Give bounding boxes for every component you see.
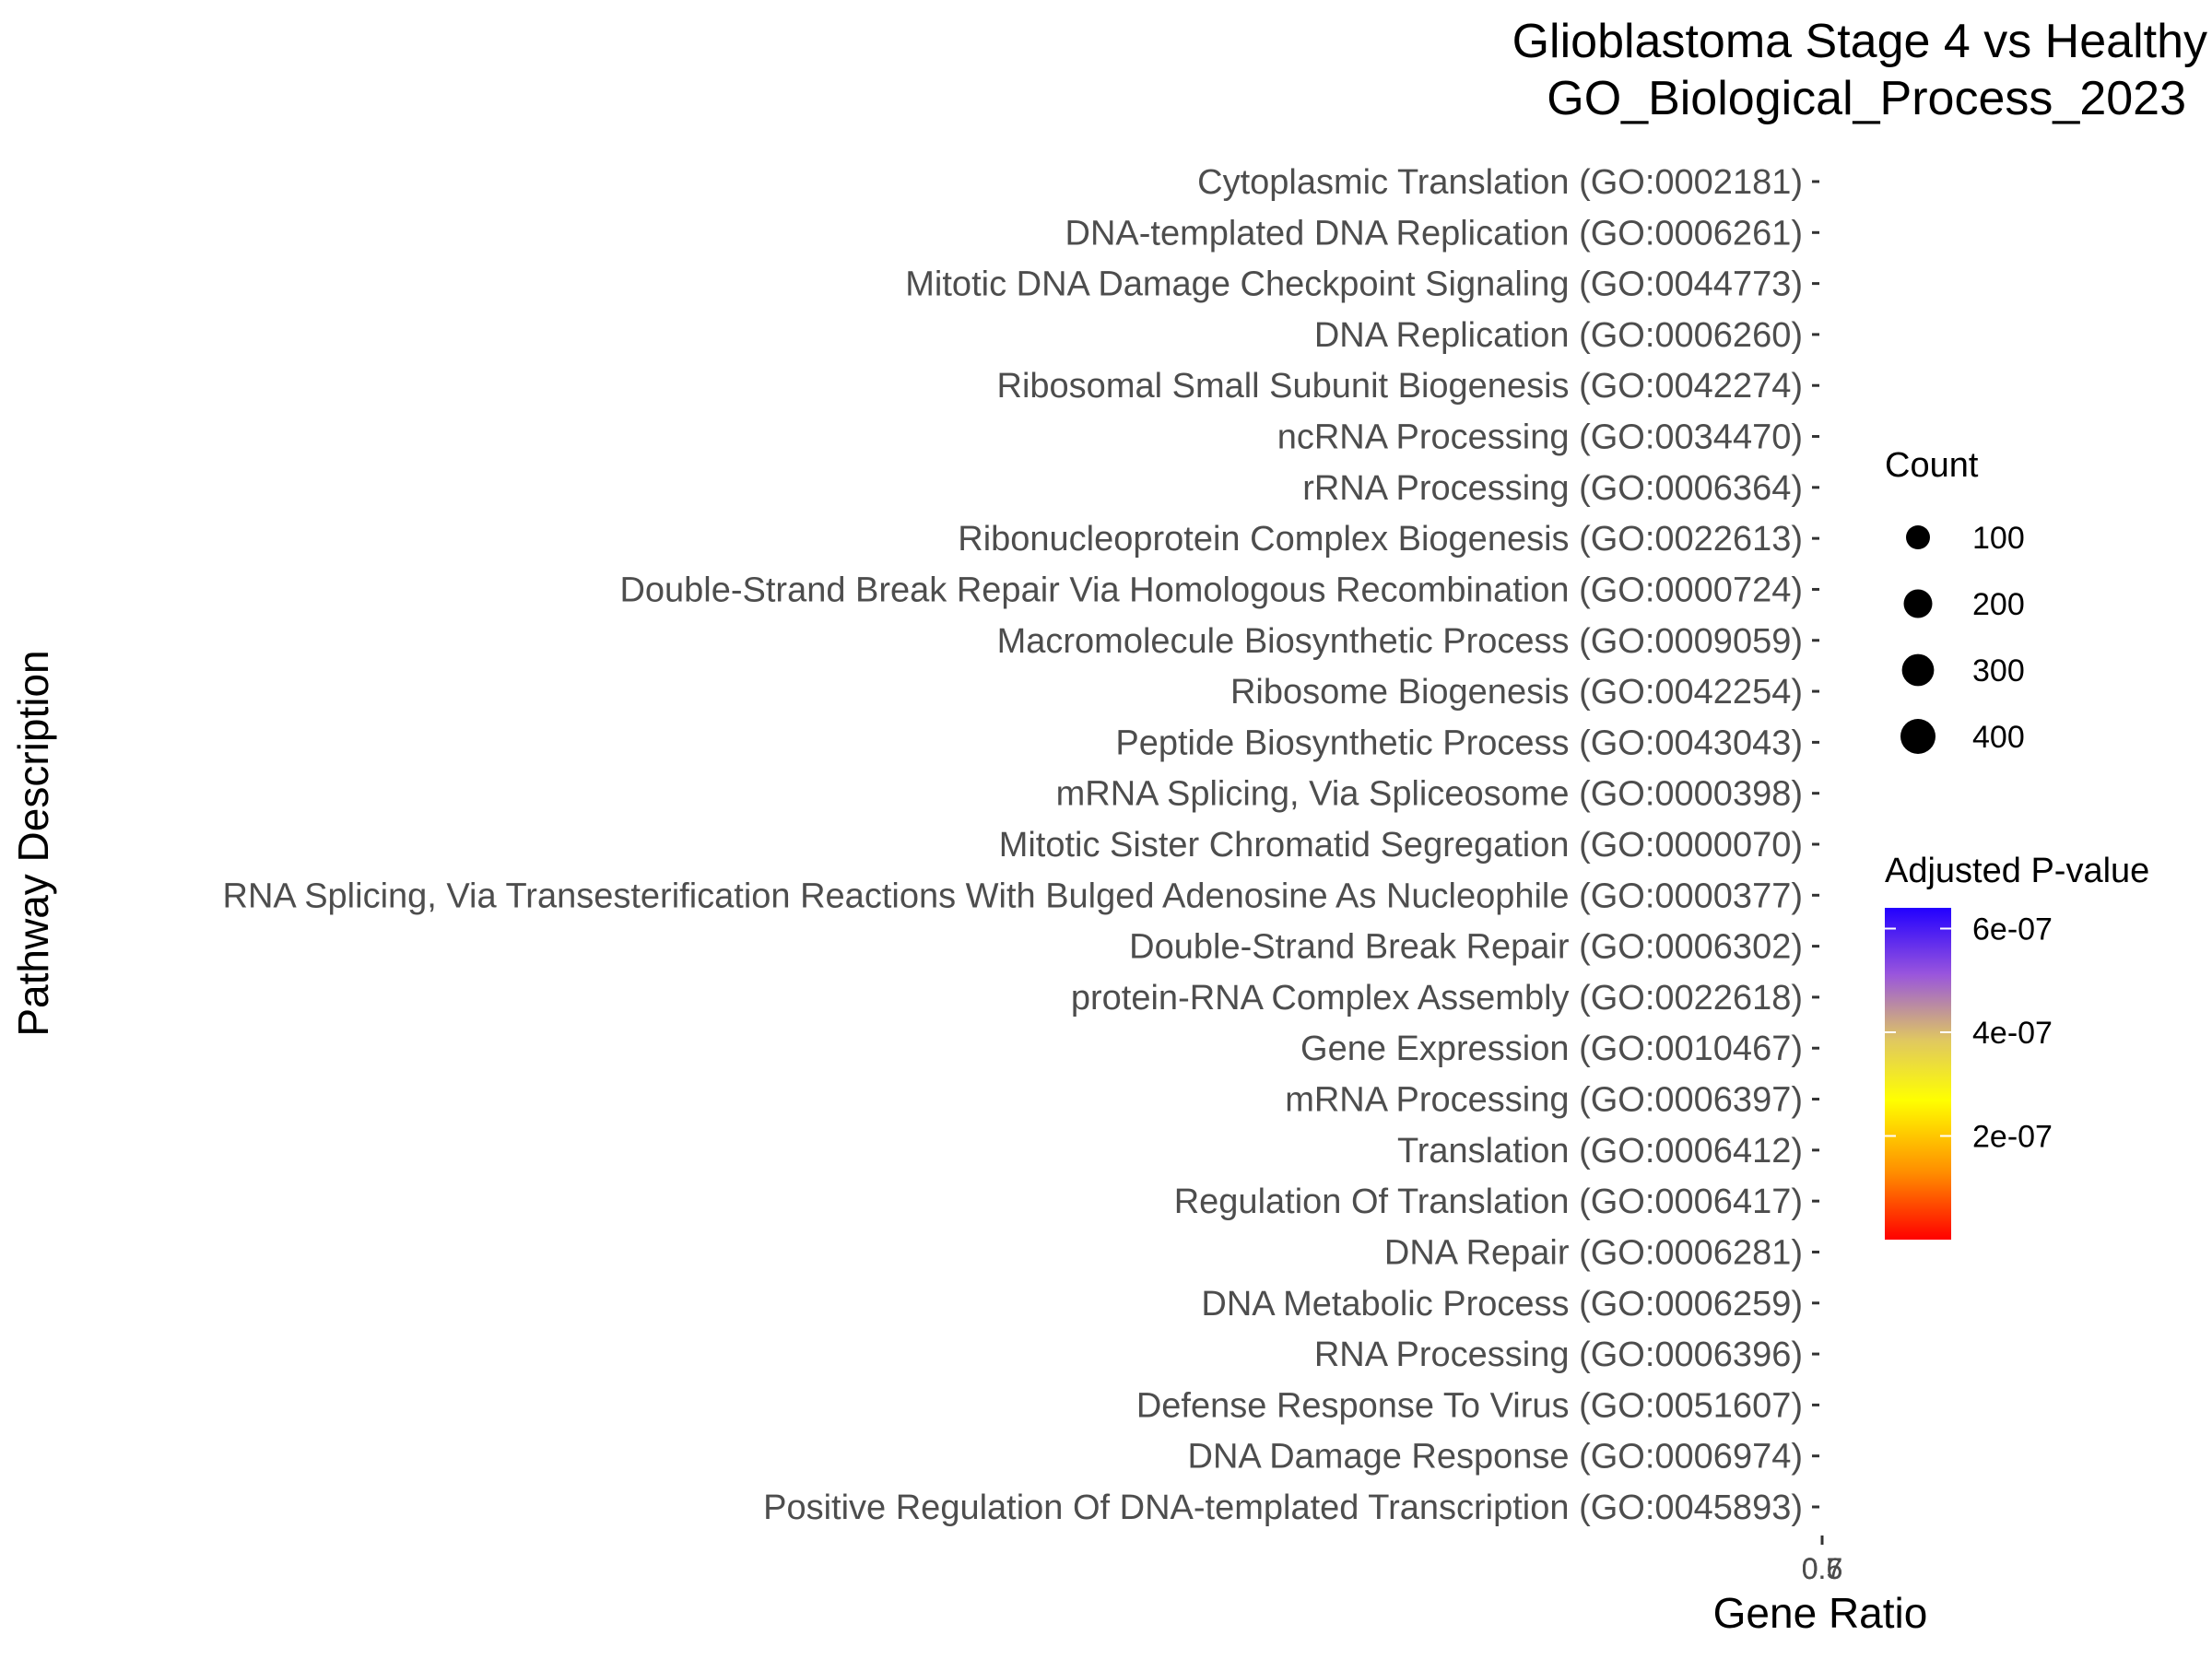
count-legend-label: 200: [1972, 587, 2025, 622]
x-tick-label: 0.7: [1802, 1552, 1842, 1585]
colorbar-tick-label: 6e-07: [1972, 912, 2053, 947]
y-tick-label: ncRNA Processing (GO:0034470): [1277, 418, 1803, 457]
colorbar-tick-label: 4e-07: [1972, 1016, 2053, 1051]
y-tick-label: RNA Processing (GO:0006396): [1314, 1335, 1803, 1374]
y-tick-label: DNA Damage Response (GO:0006974): [1188, 1438, 1803, 1477]
count-legend: Count 100 200 300 400: [1885, 446, 2025, 755]
count-legend-label: 300: [1972, 653, 2025, 688]
y-tick-label: Mitotic DNA Damage Checkpoint Signaling …: [905, 265, 1803, 304]
y-tick-label: mRNA Processing (GO:0006397): [1285, 1081, 1803, 1120]
chart-subtitle: GO_Biological_Process_2023: [1547, 72, 2186, 125]
count-legend-dot: [1906, 525, 1930, 549]
x-axis: 0.50.60.7: [1802, 1535, 1842, 1585]
count-legend-dot: [1901, 653, 1935, 687]
y-tick-label: mRNA Splicing, Via Spliceosome (GO:00003…: [1056, 775, 1803, 814]
y-tick-label: DNA-templated DNA Replication (GO:000626…: [1065, 214, 1804, 253]
count-legend-dot: [1903, 589, 1933, 618]
y-tick-label: Peptide Biosynthetic Process (GO:0043043…: [1115, 724, 1803, 762]
chart-title: Glioblastoma Stage 4 vs Healthy: [1512, 15, 2207, 68]
y-tick-label: Ribonucleoprotein Complex Biogenesis (GO…: [958, 520, 1803, 559]
y-tick-label: Regulation Of Translation (GO:0006417): [1174, 1182, 1803, 1221]
x-tick-label: 0.5: [1802, 1552, 1842, 1585]
y-tick-label: Translation (GO:0006412): [1397, 1132, 1803, 1171]
y-tick-label: Ribosomal Small Subunit Biogenesis (GO:0…: [997, 367, 1803, 406]
count-legend-title: Count: [1885, 446, 1979, 485]
y-tick-label: DNA Metabolic Process (GO:0006259): [1201, 1285, 1803, 1324]
y-tick-label: Double-Strand Break Repair Via Homologou…: [619, 571, 1803, 609]
y-axis-title: Pathway Description: [9, 650, 57, 1036]
count-legend-label: 400: [1972, 720, 2025, 755]
y-tick-label: Mitotic Sister Chromatid Segregation (GO…: [999, 826, 1803, 865]
x-tick-label: 0.6: [1802, 1552, 1842, 1585]
pvalue-colorbar: [1885, 908, 1951, 1240]
count-legend-dot: [1900, 719, 1936, 754]
y-tick-label: Defense Response To Virus (GO:0051607): [1136, 1386, 1803, 1425]
y-tick-label: Positive Regulation Of DNA-templated Tra…: [763, 1488, 1803, 1527]
y-tick-label: Ribosome Biogenesis (GO:0042254): [1230, 673, 1803, 712]
colorbar-tick-label: 2e-07: [1972, 1120, 2053, 1155]
y-axis: Cytoplasmic Translation (GO:0002181) DNA-…: [223, 163, 1819, 1527]
y-tick-label: Macromolecule Biosynthetic Process (GO:0…: [997, 622, 1803, 661]
pvalue-legend-title: Adjusted P-value: [1885, 852, 2149, 890]
y-tick-label: Double-Strand Break Repair (GO:0006302): [1129, 928, 1803, 967]
y-tick-label: Cytoplasmic Translation (GO:0002181): [1197, 163, 1803, 202]
y-tick-label: rRNA Processing (GO:0006364): [1302, 469, 1803, 508]
y-tick-label: DNA Replication (GO:0006260): [1314, 316, 1803, 355]
y-tick-label: DNA Repair (GO:0006281): [1384, 1233, 1803, 1272]
count-legend-label: 100: [1972, 521, 2025, 556]
pvalue-legend: Adjusted P-value 6e-07 4e-07 2e-07: [1885, 852, 2149, 1240]
x-axis-title: Gene Ratio: [1713, 1589, 1928, 1637]
y-tick-label: RNA Splicing, Via Transesterification Re…: [223, 877, 1803, 915]
y-tick-label: Gene Expression (GO:0010467): [1300, 1030, 1803, 1068]
y-tick-label: protein-RNA Complex Assembly (GO:0022618…: [1071, 979, 1803, 1018]
